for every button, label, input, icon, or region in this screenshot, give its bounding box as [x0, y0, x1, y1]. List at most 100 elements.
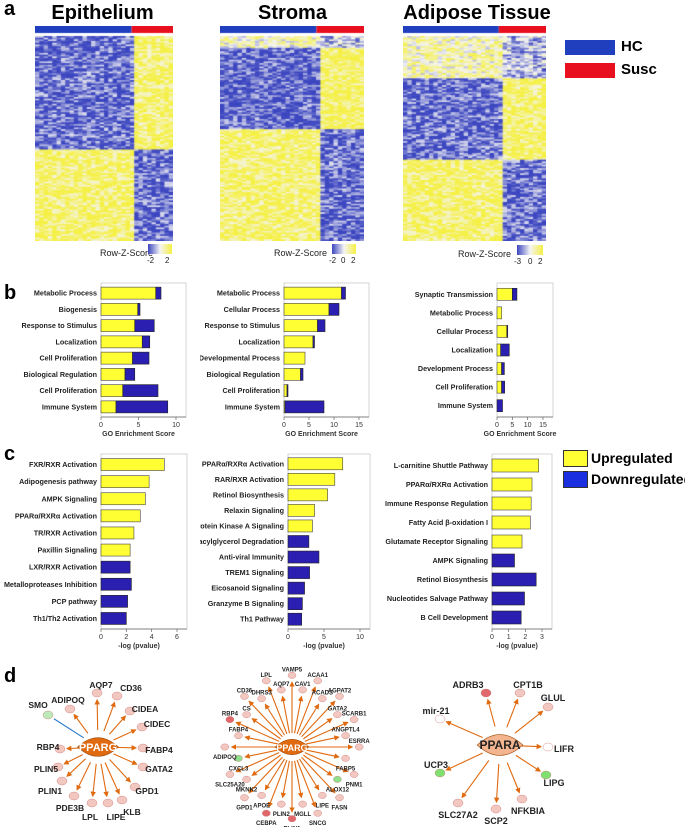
- gene-label: LIPE: [107, 812, 126, 822]
- gene-label: PLIN5: [34, 764, 58, 774]
- network-edge: [264, 758, 286, 791]
- gene-label: LIFR: [554, 744, 574, 754]
- category-label: B Cell Development: [421, 613, 489, 622]
- category-label: Retinol Biosynthesis: [213, 490, 284, 499]
- bar-upregulated: [283, 335, 314, 349]
- bar-downregulated: [500, 343, 510, 357]
- network-node: [542, 702, 554, 712]
- network-edge: [103, 701, 116, 732]
- network-edge: [76, 762, 92, 791]
- network-node: [137, 743, 149, 753]
- gene-label: ADRB3: [452, 680, 483, 690]
- gene-label: FABP4: [229, 728, 249, 734]
- network-edge: [280, 760, 290, 799]
- network-edge: [294, 695, 304, 734]
- category-label: Development Process: [418, 364, 493, 373]
- category-label: Triacylglycerol Degradation: [200, 537, 284, 546]
- category-label: Cellular Process: [224, 305, 280, 314]
- bar-upregulated: [287, 519, 313, 533]
- network-node: [490, 804, 502, 814]
- category-label: Th1 Pathway: [240, 615, 284, 624]
- network-node: [225, 716, 235, 723]
- network-node: [86, 798, 98, 808]
- z-tick: 2: [538, 257, 543, 266]
- x-tick-label: 0: [99, 634, 103, 641]
- category-label: Nucleotides Salvage Pathway: [387, 594, 488, 603]
- bar-upregulated: [491, 496, 532, 511]
- gene-label: CXCL3: [229, 766, 249, 772]
- gene-label: CS: [242, 707, 250, 713]
- z-score-label-adipose: Row-Z-Score: [458, 249, 512, 259]
- network-edge: [506, 762, 521, 794]
- gene-label: CD36: [120, 683, 142, 693]
- heatmap-adipose: [403, 26, 546, 241]
- bar-downregulated: [496, 399, 503, 413]
- gene-label: CEBPA: [256, 821, 277, 827]
- bar-upregulated: [100, 286, 157, 300]
- network-node: [434, 714, 446, 724]
- bar-upregulated: [287, 457, 344, 471]
- network-node: [240, 794, 249, 802]
- panel-letter-c: c: [4, 443, 16, 465]
- gene-label: PLIN2: [273, 812, 291, 818]
- gene-label: LIPG: [543, 778, 564, 788]
- category-label: Immune Response Regulation: [385, 499, 488, 508]
- bar-upregulated: [491, 515, 531, 530]
- network-node: [298, 686, 307, 694]
- bar-upregulated: [283, 319, 318, 332]
- category-label: Immune System: [225, 402, 280, 411]
- gene-label: ESRRA: [349, 739, 371, 745]
- bar-upregulated: [496, 287, 513, 301]
- legend-label-downregulated: Downregulated: [591, 471, 685, 487]
- bar-downregulated: [491, 572, 537, 587]
- network-node: [102, 798, 114, 808]
- x-tick-label: 0: [282, 422, 286, 429]
- gene-label: CPT1B: [513, 680, 543, 690]
- bar-upregulated: [100, 509, 141, 523]
- category-label: Relaxin Signaling: [224, 506, 284, 515]
- x-axis-label: -log (pvalue): [303, 643, 345, 650]
- category-label: Anti-viral Immunity: [219, 553, 284, 562]
- network-node: [111, 691, 123, 701]
- network-node: [335, 692, 344, 700]
- legend-label-susc: Susc: [621, 61, 657, 78]
- category-label: FXR/RXR Activation: [29, 460, 97, 469]
- network-edge: [296, 759, 317, 808]
- bar-downregulated: [506, 325, 509, 338]
- category-label: Cell Proliferation: [39, 386, 97, 395]
- network-node: [240, 692, 249, 700]
- bar-upregulated: [287, 488, 328, 502]
- gene-label: ALOX12: [326, 787, 350, 793]
- network-node: [298, 800, 307, 808]
- category-label: Metabolic Process: [217, 289, 280, 298]
- gene-label: NFKBIA: [511, 806, 545, 816]
- network-node: [116, 795, 128, 805]
- category-label: Cell Proliferation: [39, 354, 97, 363]
- gene-label: ACAA1: [307, 673, 328, 679]
- network-edge: [294, 760, 304, 799]
- x-tick-label: 10: [172, 422, 180, 429]
- gene-label: LPL: [261, 673, 273, 679]
- gene-label: SCARB1: [342, 712, 367, 718]
- legend-swatch-hc: [565, 40, 615, 55]
- network-node: [136, 722, 148, 732]
- category-label: Immune System: [438, 401, 493, 410]
- bar-downregulated: [287, 597, 303, 610]
- network-node: [68, 791, 80, 801]
- network-node: [341, 754, 350, 762]
- gene-label: RBP4: [222, 712, 239, 718]
- network-edge: [301, 756, 336, 794]
- hub-label: PPARG: [79, 742, 117, 754]
- bar-downregulated: [341, 286, 346, 300]
- network-edge: [244, 735, 279, 745]
- x-tick-label: 1: [507, 634, 511, 641]
- network-node: [452, 798, 464, 808]
- category-label: Adipogenesis pathway: [19, 477, 97, 486]
- bar-upregulated: [287, 473, 336, 486]
- x-tick-label: 5: [307, 422, 311, 429]
- network-edge: [264, 703, 286, 736]
- category-label: TR/RXR Activation: [34, 528, 97, 537]
- network-edge: [304, 752, 349, 773]
